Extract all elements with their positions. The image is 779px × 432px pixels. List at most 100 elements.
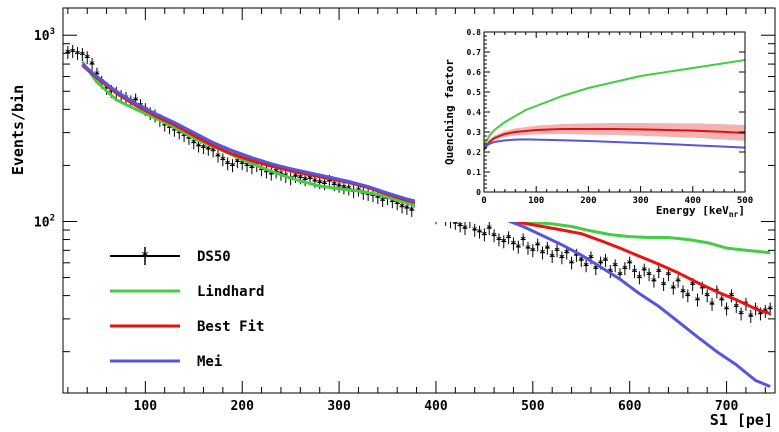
data-point-ds50: * — [612, 259, 618, 273]
marker: * — [196, 141, 202, 152]
data-point-ds50: * — [709, 297, 715, 311]
inset-x-tick-label: 300 — [632, 196, 648, 206]
marker: * — [205, 144, 211, 155]
inset-x-tick-label: 200 — [580, 196, 596, 206]
data-point-ds50: * — [409, 203, 415, 217]
data-point-ds50: * — [486, 222, 492, 235]
marker: * — [767, 304, 773, 315]
marker: * — [694, 295, 700, 306]
marker: * — [230, 161, 236, 172]
marker: * — [481, 230, 487, 241]
marker: * — [530, 246, 536, 257]
legend-item-mei: Mei — [110, 354, 222, 370]
marker: * — [573, 251, 579, 262]
data-point-ds50: * — [230, 159, 236, 173]
data-point-ds50: * — [525, 241, 531, 255]
data-point-ds50: * — [680, 285, 686, 299]
marker: * — [675, 276, 681, 287]
legend-label: Best Fit — [197, 319, 264, 335]
inset-y-tick-label: 0.6 — [467, 68, 482, 77]
marker: * — [491, 231, 497, 242]
marker: * — [670, 283, 676, 294]
inset-series-lindhard — [483, 59, 746, 147]
data-point-ds50: * — [694, 293, 701, 307]
marker: * — [646, 270, 652, 281]
x-tick-label: 300 — [327, 399, 351, 414]
data-point-ds50: * — [733, 300, 739, 314]
marker: * — [602, 256, 608, 267]
marker: * — [627, 258, 633, 269]
data-point-ds50: * — [554, 244, 560, 258]
marker: * — [263, 167, 269, 178]
marker: * — [385, 194, 391, 205]
marker: * — [259, 165, 265, 176]
marker: * — [404, 204, 410, 215]
data-point-ds50: * — [627, 256, 633, 270]
data-point-ds50: * — [70, 45, 76, 59]
marker: * — [307, 174, 313, 185]
data-point-ds50: * — [622, 262, 628, 276]
data-point-ds50: * — [302, 173, 308, 187]
marker: * — [578, 256, 584, 267]
inset-y-tick-label: 0.4 — [467, 108, 482, 117]
data-point-ds50: * — [675, 274, 681, 288]
marker: * — [215, 151, 221, 162]
y-tick-exponent: 2 — [50, 213, 55, 223]
marker: * — [389, 197, 395, 208]
data-point-ds50: * — [477, 225, 483, 239]
main-plot-frame — [62, 7, 776, 394]
marker: * — [559, 253, 565, 264]
marker: * — [569, 258, 575, 269]
x-tick-label: 600 — [618, 399, 642, 414]
y-tick-base: 10 — [34, 215, 50, 230]
inset-plot: 0 100 200 300 400 500 0 0.1 0.2 0.3 0.4 0.5 0.6 0.7 0.… — [415, 15, 760, 222]
inset-x-label-sub: nr — [729, 210, 739, 219]
marker: * — [133, 95, 139, 106]
marker: * — [748, 312, 754, 323]
data-point-ds50: * — [491, 229, 497, 243]
data-point-ds50: * — [559, 251, 565, 265]
data-point-ds50: * — [544, 241, 550, 255]
marker: * — [539, 248, 545, 259]
marker: * — [79, 50, 85, 61]
data-point-ds50: * — [719, 293, 725, 307]
marker: * — [486, 224, 492, 235]
data-point-ds50: * — [472, 223, 478, 237]
legend-label: Lindhard — [197, 284, 264, 300]
marker: * — [506, 233, 512, 244]
data-point-ds50: * — [602, 253, 608, 267]
main-plot-border — [62, 7, 776, 394]
data-point-ds50: * — [89, 57, 95, 71]
marker: * — [288, 174, 294, 185]
data-point-ds50: * — [520, 233, 526, 247]
inset-x-tick-label: 400 — [685, 196, 701, 206]
marker: * — [200, 143, 206, 154]
data-point-ds50: * — [661, 278, 667, 292]
y-tick-exponent: 3 — [50, 27, 55, 37]
marker: * — [636, 273, 642, 284]
x-tick-label: 100 — [134, 399, 158, 414]
legend-item-lindhard: Lindhard — [110, 284, 264, 300]
marker: * — [612, 261, 618, 272]
marker: * — [510, 239, 516, 250]
data-point-ds50: * — [215, 149, 221, 163]
marker: * — [588, 253, 594, 264]
marker: * — [317, 178, 323, 189]
marker: * — [162, 120, 168, 131]
marker: * — [733, 302, 739, 313]
marker: * — [191, 138, 197, 149]
marker: * — [535, 240, 541, 251]
marker: * — [641, 265, 647, 276]
marker: * — [225, 159, 231, 170]
marker: * — [477, 227, 483, 238]
marker: * — [239, 159, 245, 170]
y-tick-base: 10 — [34, 29, 50, 44]
marker: * — [632, 267, 638, 278]
marker: * — [176, 128, 182, 139]
marker: * — [462, 224, 468, 235]
data-point-ds50: * — [501, 235, 507, 249]
marker: * — [351, 187, 357, 198]
y-axis-label: Events/bin — [9, 85, 27, 175]
inset-y-tick-label: 0 — [476, 188, 481, 197]
data-point-ds50: * — [646, 268, 652, 282]
